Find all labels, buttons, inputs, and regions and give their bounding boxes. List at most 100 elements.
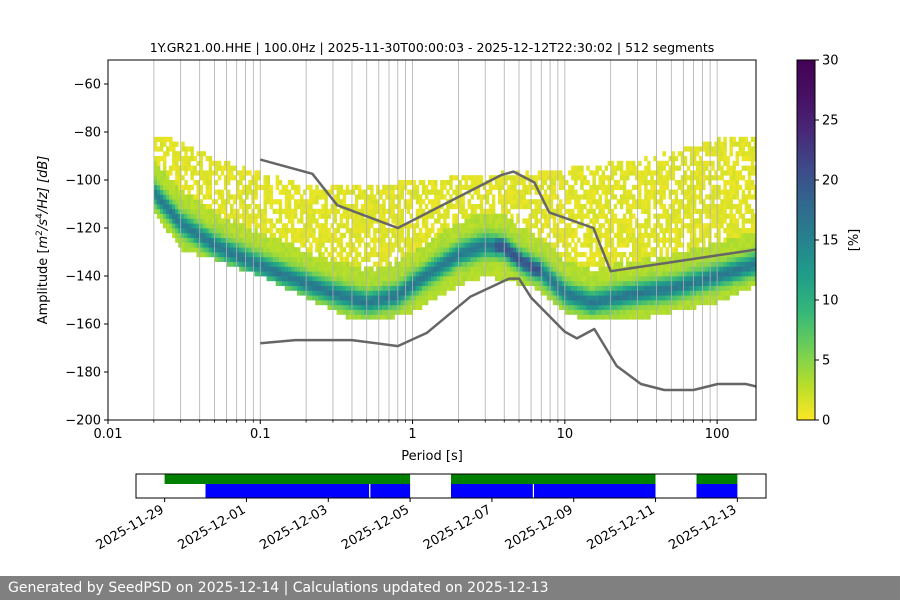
density-cell: [473, 223, 478, 229]
density-cell: [330, 280, 334, 286]
density-cell: [363, 285, 368, 291]
density-cell: [494, 252, 499, 258]
density-cell: [662, 276, 666, 282]
density-cell: [595, 276, 599, 282]
density-cell: [217, 242, 222, 248]
density-cell: [321, 204, 325, 210]
density-cell: [565, 180, 569, 186]
density-cell: [692, 156, 697, 162]
density-cell: [370, 290, 374, 296]
density-cell: [156, 199, 161, 205]
density-cell: [373, 228, 377, 234]
density-cell: [382, 266, 386, 272]
density-cell: [382, 304, 386, 310]
density-cell: [254, 237, 258, 243]
density-cell: [345, 280, 350, 286]
density-cell: [379, 252, 383, 258]
density-cell: [290, 213, 295, 219]
density-cell: [610, 218, 615, 224]
density-cell: [290, 256, 295, 262]
density-cell: [546, 261, 551, 267]
density-cell: [169, 136, 173, 142]
density-cell: [592, 180, 596, 186]
density-cell: [418, 247, 423, 253]
density-cell: [159, 213, 164, 219]
density-cell: [293, 247, 298, 253]
density-cell: [577, 170, 581, 176]
density-cell: [315, 184, 319, 190]
density-cell: [427, 256, 432, 262]
density-cell: [385, 242, 389, 248]
density-cell: [367, 228, 371, 234]
density-cell: [558, 184, 563, 190]
density-cell: [738, 237, 743, 243]
density-cell: [202, 252, 207, 258]
density-cell: [370, 194, 374, 200]
density-cell: [647, 213, 651, 219]
density-cell: [412, 280, 417, 286]
density-cell: [172, 165, 176, 171]
density-cell: [522, 237, 526, 243]
density-cell: [692, 300, 697, 306]
density-cell: [406, 189, 411, 195]
density-cell: [653, 204, 657, 210]
density-cell: [561, 237, 566, 243]
density-cell: [644, 223, 648, 229]
density-cell: [644, 304, 648, 310]
density-cell: [592, 290, 596, 296]
density-cell: [400, 218, 404, 224]
density-cell: [388, 228, 392, 234]
density-cell: [199, 252, 203, 258]
density-cell: [565, 223, 569, 229]
density-cell: [269, 228, 274, 234]
density-cell: [741, 165, 746, 171]
density-cell: [440, 252, 444, 258]
density-cell: [641, 252, 645, 258]
density-cell: [699, 266, 703, 272]
density-cell: [446, 228, 450, 234]
density-cell: [699, 223, 703, 229]
density-cell: [391, 295, 395, 301]
density-cell: [166, 151, 170, 157]
density-cell: [199, 156, 203, 162]
density-cell: [196, 218, 200, 224]
density-cell: [659, 204, 663, 210]
density-cell: [656, 160, 660, 166]
density-cell: [522, 180, 526, 186]
density-cell: [327, 228, 331, 234]
density-cell: [306, 218, 310, 224]
density-cell: [653, 290, 657, 296]
density-cell: [153, 165, 158, 171]
density-cell: [531, 199, 535, 205]
density-cell: [537, 285, 542, 291]
density-cell: [537, 232, 542, 238]
density-cell: [184, 218, 188, 224]
density-cell: [357, 213, 362, 219]
density-cell: [589, 290, 593, 296]
density-cell: [193, 156, 197, 162]
density-cell: [540, 285, 545, 291]
density-cell: [695, 175, 700, 181]
density-cell: [254, 261, 258, 267]
density-cell: [577, 223, 581, 229]
density-cell: [714, 280, 718, 286]
density-cell: [628, 170, 633, 176]
density-cell: [254, 180, 258, 186]
density-cell: [720, 151, 724, 157]
density-cell: [367, 223, 371, 229]
density-cell: [616, 276, 621, 282]
density-cell: [537, 247, 542, 253]
density-cell: [370, 199, 374, 205]
density-cell: [324, 300, 328, 306]
density-cell: [501, 194, 505, 200]
density-cell: [549, 266, 554, 272]
density-cell: [245, 189, 249, 195]
density-cell: [638, 276, 642, 282]
density-cell: [300, 228, 304, 234]
density-cell: [370, 247, 374, 253]
density-cell: [391, 204, 395, 210]
density-cell: [153, 141, 158, 147]
density-cell: [702, 261, 706, 267]
density-cell: [534, 252, 538, 258]
density-cell: [193, 232, 197, 238]
